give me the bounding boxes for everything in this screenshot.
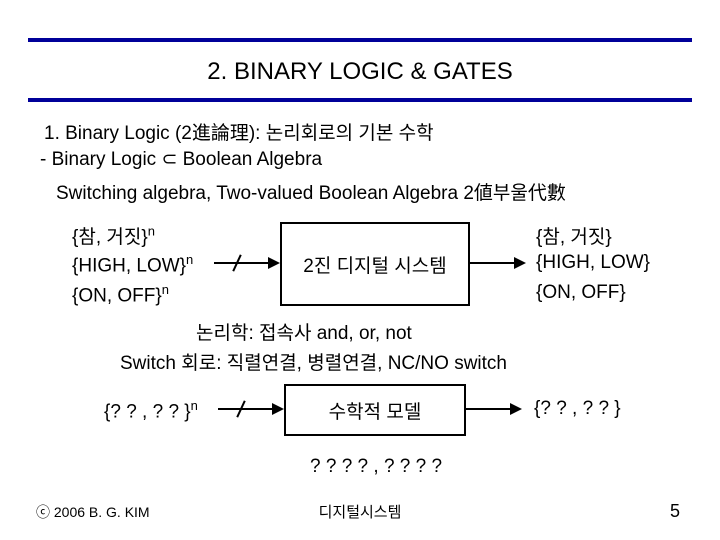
left-set-3-sup: n — [162, 282, 169, 297]
left-set-1-text: {참, 거짓} — [72, 227, 148, 248]
page-title: 2. BINARY LOGIC & GATES — [0, 58, 720, 86]
title-rule — [28, 98, 692, 102]
box-math-model: 수학적 모델 — [284, 384, 466, 436]
arrow-head-in-2 — [272, 403, 284, 415]
left-set-2: {HIGH, LOW}n — [72, 252, 193, 277]
top-rule — [28, 38, 692, 42]
mid-line-1: 논리학: 접속사 and, or, not — [196, 318, 412, 345]
arrow-head-in-1 — [268, 257, 280, 269]
arrow-head-out-1 — [514, 257, 526, 269]
arrow-out-1 — [468, 262, 516, 264]
page-number: 5 — [670, 501, 680, 522]
left-set-2-sup: n — [186, 252, 193, 267]
arrow-in-1 — [214, 262, 270, 264]
box-math-model-label: 수학적 모델 — [329, 397, 422, 424]
left-set-1-sup: n — [148, 224, 155, 239]
arrow-in-2 — [218, 408, 274, 410]
line-2: - Binary Logic ⊂ Boolean Algebra — [40, 148, 322, 171]
right-set-3: {ON, OFF} — [536, 282, 626, 304]
qmarks-line: ? ? ? ? , ? ? ? ? — [310, 456, 442, 478]
mid-line-2: Switch 회로: 직렬연결, 병렬연결, NC/NO switch — [120, 348, 507, 375]
bottom-left-set: {? ? , ? ? }n — [104, 398, 198, 423]
right-set-1: {참, 거짓} — [536, 222, 612, 249]
line-1: 1. Binary Logic (2進論理): 논리회로의 기본 수학 — [44, 118, 434, 145]
bottom-right-set: {? ? , ? ? } — [534, 398, 621, 420]
arrow-out-2 — [464, 408, 512, 410]
box-digital-system-label: 2진 디지털 시스템 — [303, 251, 447, 278]
arrow-head-out-2 — [510, 403, 522, 415]
left-set-3-text: {ON, OFF} — [72, 285, 162, 306]
bottom-left-set-text: {? ? , ? ? } — [104, 401, 191, 422]
left-set-2-text: {HIGH, LOW} — [72, 255, 186, 276]
footer-title: 디지털시스템 — [0, 501, 720, 522]
line-3: Switching algebra, Two-valued Boolean Al… — [56, 178, 566, 205]
left-set-1: {참, 거짓}n — [72, 222, 155, 249]
box-digital-system: 2진 디지털 시스템 — [280, 222, 470, 306]
right-set-2: {HIGH, LOW} — [536, 252, 650, 274]
bottom-left-set-sup: n — [191, 398, 198, 413]
left-set-3: {ON, OFF}n — [72, 282, 169, 307]
